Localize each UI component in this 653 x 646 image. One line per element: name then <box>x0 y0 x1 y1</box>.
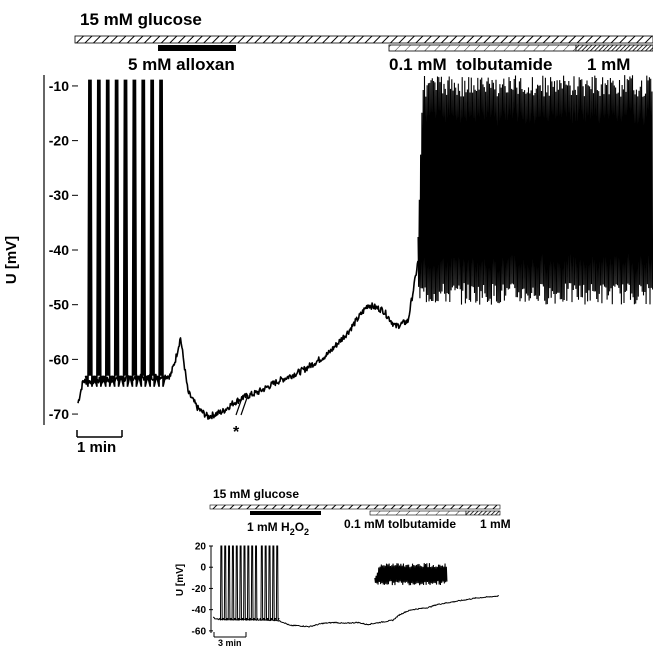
tolbutamide-label: 0.1 mM tolbutamide <box>389 55 552 74</box>
tolbutamide-bar <box>388 44 577 52</box>
spike <box>93 79 105 387</box>
inset-recording-panel: 15 mM glucose 1 mM H2O2 0.1 mM tolbutami… <box>175 487 511 646</box>
main-recording-panel: 15 mM glucose 5 mM alloxan 0.1 mM tolbut… <box>3 10 653 456</box>
spike <box>234 545 240 621</box>
inset-tolbutamide-label: 0.1 mM tolbutamide <box>344 517 456 531</box>
y-tick-label: -30 <box>49 187 69 203</box>
glucose-bar <box>74 35 653 44</box>
tolbutamide-high-label: 1 mM <box>587 55 630 74</box>
membrane-potential-trace <box>77 75 653 420</box>
y-tick-label: 0 <box>200 563 206 574</box>
y-tick-label: -10 <box>49 78 69 94</box>
y-tick-label: -70 <box>49 406 69 422</box>
burst-region <box>417 75 653 305</box>
y-tick-label: -20 <box>49 133 69 149</box>
spike <box>253 545 259 621</box>
alloxan-label: 5 mM alloxan <box>128 55 235 74</box>
inset-glucose-label: 15 mM glucose <box>213 487 299 501</box>
inset-h2o2-bar <box>250 511 321 515</box>
break-mark-2 <box>240 394 249 416</box>
spike <box>84 79 96 387</box>
scale-bar-label: 1 min <box>77 439 116 456</box>
inset-scale-bar-label: 3 min <box>218 638 242 646</box>
alloxan-bar <box>158 45 236 51</box>
inset-tolbutamide-high-bar <box>465 510 501 516</box>
spike <box>222 545 228 621</box>
inset-glucose-bar <box>209 504 501 510</box>
y-ticks: -10 -20 -30 -40 -50 -60 -70 <box>49 78 78 422</box>
y-tick-label: -40 <box>49 242 69 258</box>
spike <box>102 79 113 387</box>
spike <box>111 79 122 387</box>
spike <box>245 545 251 621</box>
burst-region <box>374 563 448 586</box>
spike <box>226 545 232 621</box>
spike <box>146 79 158 387</box>
spike <box>263 545 269 621</box>
inset-tolbutamide-bar <box>369 510 467 516</box>
spike <box>274 545 280 621</box>
spike <box>270 545 276 621</box>
break-marker: * <box>233 424 240 441</box>
inset-membrane-potential-trace <box>212 545 500 628</box>
y-tick-label: -40 <box>192 605 207 616</box>
spike <box>218 545 224 621</box>
spike <box>129 79 140 387</box>
y-tick-label: -60 <box>49 351 69 367</box>
y-tick-label: -60 <box>192 626 207 637</box>
inset-y-axis-label: U [mV] <box>175 564 186 596</box>
spike <box>120 79 131 387</box>
inset-tolbutamide-high-label: 1 mM <box>480 517 511 531</box>
spike <box>238 545 243 621</box>
spike <box>249 545 255 621</box>
spike <box>230 545 236 621</box>
trace-line <box>212 595 500 628</box>
spike <box>267 545 272 621</box>
spike <box>259 545 265 621</box>
spike <box>155 79 167 387</box>
glucose-label: 15 mM glucose <box>80 10 202 29</box>
inset-y-ticks: 20 0 -20 -40 -60 <box>192 542 213 637</box>
inset-h2o2-label: 1 mM H2O2 <box>247 520 309 537</box>
break-mark-1 <box>235 394 244 416</box>
y-tick-label: 20 <box>195 542 207 553</box>
y-tick-label: -50 <box>49 297 69 313</box>
spike <box>138 79 149 387</box>
tolbutamide-high-bar <box>575 44 653 52</box>
spike <box>242 545 247 621</box>
y-axis-label: U [mV] <box>3 236 20 284</box>
y-tick-label: -20 <box>192 584 207 595</box>
